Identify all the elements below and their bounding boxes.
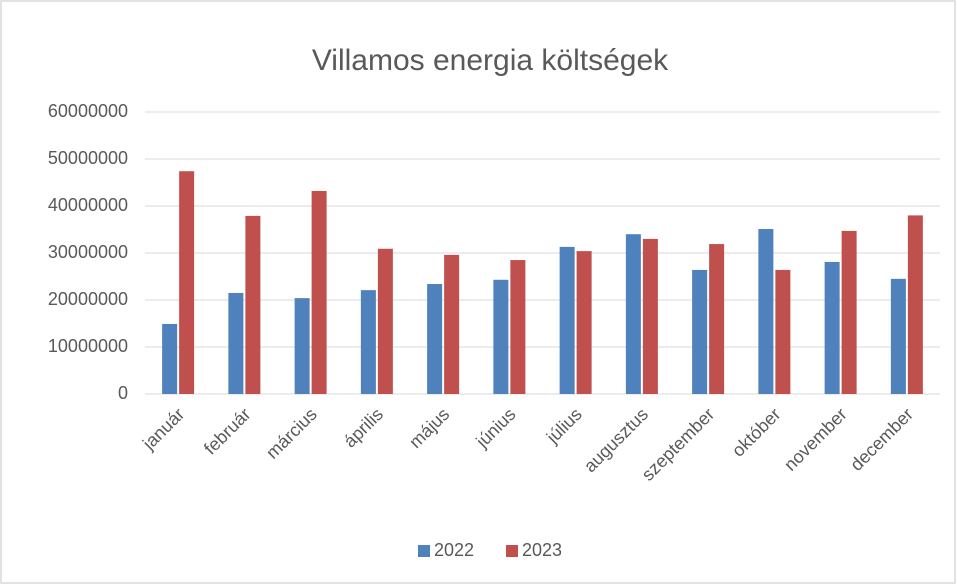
y-tick-label: 60000000: [48, 101, 128, 121]
bar: [377, 248, 393, 394]
bar: [709, 244, 725, 394]
bar: [245, 215, 261, 394]
y-tick-label: 50000000: [48, 148, 128, 168]
bar: [824, 261, 840, 394]
bar: [907, 215, 923, 394]
y-tick-label: 40000000: [48, 195, 128, 215]
bar: [775, 269, 791, 394]
y-tick-label: 30000000: [48, 242, 128, 262]
y-tick-label: 20000000: [48, 289, 128, 309]
bar: [642, 238, 658, 394]
bar: [311, 190, 327, 394]
bar: [758, 229, 774, 394]
legend-label: 2023: [522, 540, 562, 560]
bar: [493, 279, 509, 394]
bar: [625, 234, 641, 394]
y-tick-label: 10000000: [48, 336, 128, 356]
bar: [427, 284, 443, 394]
bar: [179, 171, 195, 394]
bar: [444, 254, 460, 394]
bar: [890, 278, 906, 394]
bar: [692, 269, 708, 394]
legend-label: 2022: [434, 540, 474, 560]
bar: [162, 323, 178, 394]
bar: [360, 290, 376, 394]
bar: [559, 246, 575, 394]
y-tick-label: 0: [118, 383, 128, 403]
bar: [294, 298, 310, 394]
bar: [841, 230, 857, 394]
chart-title: Villamos energia költségek: [312, 44, 669, 77]
legend-swatch: [418, 545, 430, 557]
bar: [576, 251, 592, 394]
bar: [228, 292, 244, 394]
legend-swatch: [506, 545, 518, 557]
bar: [510, 260, 526, 394]
